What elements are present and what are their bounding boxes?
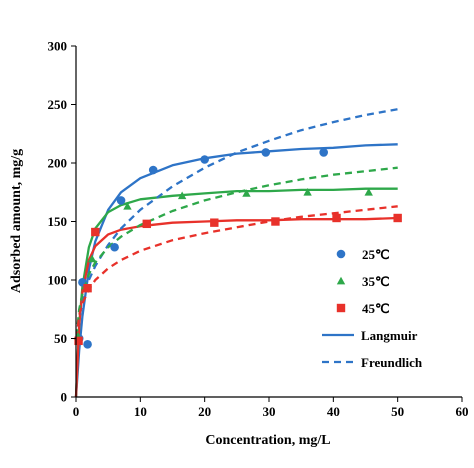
data-point-triangle — [123, 202, 132, 210]
y-tick-label: 0 — [61, 390, 68, 405]
x-tick-label: 50 — [391, 404, 404, 419]
y-tick-label: 100 — [48, 273, 68, 288]
langmuir-curve — [74, 143, 398, 398]
legend-label: Freundlich — [361, 355, 423, 370]
legend-marker-triangle — [336, 276, 346, 285]
freundlich-curve — [75, 108, 398, 339]
legend-label: Langmuir — [361, 328, 418, 343]
x-tick-label: 60 — [456, 404, 469, 419]
data-point-circle — [261, 148, 271, 157]
data-point-circle — [116, 196, 126, 205]
data-point-square — [74, 336, 83, 346]
data-point-triangle — [303, 188, 312, 196]
legend-label: 35℃ — [362, 274, 390, 289]
freundlich-curve — [75, 205, 398, 339]
data-point-square — [83, 283, 92, 293]
data-point-square — [91, 227, 100, 237]
y-tick-label: 200 — [48, 156, 68, 171]
x-tick-label: 30 — [263, 404, 276, 419]
legend: 25℃ 35℃ 45℃ Langmuir Freundlich — [322, 247, 423, 370]
x-tick-label: 0 — [73, 404, 80, 419]
data-point-square — [271, 217, 280, 226]
y-tick-label: 150 — [48, 214, 68, 229]
data-point-circle — [83, 340, 92, 349]
legend-marker-square — [336, 303, 346, 313]
data-point-circle — [200, 155, 209, 164]
axes — [71, 45, 463, 402]
data-point-circle — [110, 242, 119, 252]
y-axis-label: Adsorbed amount, mg/g — [9, 149, 24, 293]
data-point-square — [393, 213, 402, 223]
legend-marker-circle — [336, 249, 346, 259]
data-point-square — [142, 219, 151, 229]
x-axis-label: Concentration, mg/L — [205, 433, 330, 448]
x-tick-label: 10 — [134, 404, 147, 419]
y-tick-label: 50 — [54, 331, 67, 346]
data-point-circle — [148, 165, 158, 175]
y-tick-label: 250 — [48, 97, 68, 112]
langmuir-curve — [74, 216, 398, 398]
freundlich-curve — [75, 166, 398, 337]
data-point-square — [210, 218, 219, 227]
plot-area — [73, 108, 402, 398]
legend-label: 25℃ — [362, 247, 390, 262]
y-tick-label: 300 — [48, 39, 68, 54]
legend-label: 45℃ — [362, 301, 390, 316]
data-point-square — [332, 213, 341, 223]
langmuir-curve — [74, 187, 398, 398]
tick-labels: 0 10 20 30 40 50 60 0 50 100 150 200 250 300 — [48, 39, 469, 420]
data-point-triangle — [242, 189, 251, 197]
data-point-circle — [319, 148, 328, 157]
x-tick-label: 20 — [198, 404, 211, 419]
data-point-triangle — [364, 188, 373, 196]
data-point-triangle — [87, 254, 97, 263]
x-tick-label: 40 — [327, 404, 340, 419]
data-point-triangle — [177, 191, 187, 200]
